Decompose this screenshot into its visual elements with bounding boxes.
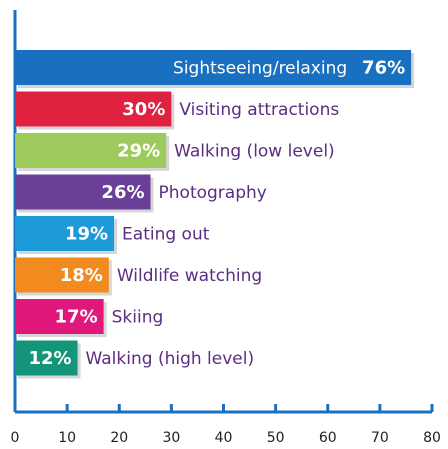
category-label: Sightseeing/relaxing [173, 59, 347, 79]
bar [15, 257, 109, 293]
category-label: Visiting attractions [179, 100, 339, 120]
value-label: 76% [362, 58, 405, 79]
bar [15, 133, 167, 168]
bar [15, 299, 104, 334]
category-label: Photography [159, 183, 267, 203]
bar [15, 340, 78, 376]
category-label: Wildlife watching [117, 266, 262, 286]
x-tick-label: 40 [215, 430, 233, 446]
x-tick-label: 70 [371, 430, 389, 446]
x-tick-label: 30 [162, 430, 180, 446]
bar [15, 174, 151, 210]
x-tick-label: 80 [423, 430, 441, 446]
x-tick-label: 60 [319, 430, 337, 446]
bar [15, 216, 115, 251]
x-tick-label: 10 [58, 430, 76, 446]
value-label: 30% [122, 99, 165, 120]
category-label: Walking (low level) [174, 142, 335, 162]
value-label: 12% [28, 348, 71, 369]
category-label: Eating out [122, 225, 210, 245]
value-label: 19% [65, 224, 108, 245]
value-label: 18% [60, 265, 103, 286]
x-tick-label: 50 [267, 430, 285, 446]
value-label: 26% [101, 182, 144, 203]
category-label: Skiing [112, 308, 164, 328]
value-label: 29% [117, 141, 160, 162]
category-label: Walking (high level) [86, 349, 255, 369]
x-tick-label: 20 [110, 430, 128, 446]
bar [15, 50, 412, 85]
value-label: 17% [55, 307, 98, 328]
x-tick-label: 0 [11, 430, 20, 446]
bar [15, 91, 172, 127]
